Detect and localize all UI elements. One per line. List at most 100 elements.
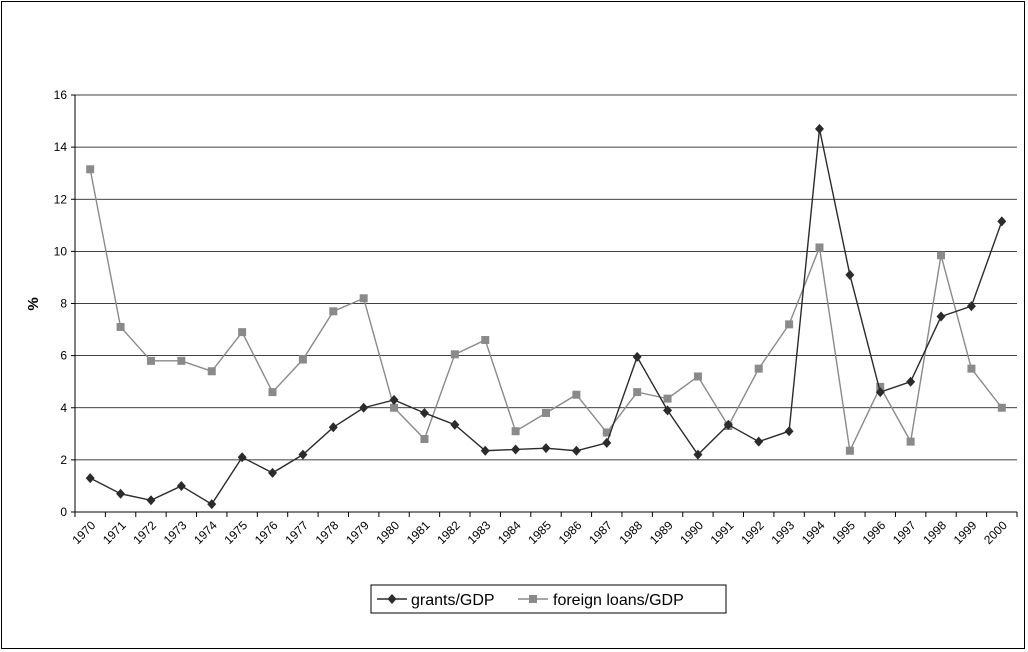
data-point bbox=[906, 437, 915, 446]
x-tick-label: 1991 bbox=[708, 518, 737, 547]
data-point bbox=[723, 419, 733, 430]
y-tick-label: 12 bbox=[54, 192, 68, 206]
x-tick-label: 1983 bbox=[465, 518, 494, 547]
y-tick-label: 14 bbox=[54, 140, 68, 154]
data-point bbox=[298, 449, 308, 460]
data-point bbox=[116, 488, 126, 499]
legend-box bbox=[370, 584, 727, 614]
data-point bbox=[85, 473, 95, 484]
x-tick-label: 1979 bbox=[343, 518, 372, 547]
data-point bbox=[663, 405, 673, 416]
data-point bbox=[571, 445, 581, 456]
axes bbox=[71, 94, 1018, 517]
data-point bbox=[542, 408, 550, 417]
data-point bbox=[176, 480, 186, 491]
data-point bbox=[146, 356, 155, 365]
x-tick-label: 1986 bbox=[556, 518, 585, 547]
y-tick-label: 10 bbox=[54, 244, 68, 258]
data-point bbox=[997, 216, 1007, 227]
data-point bbox=[238, 328, 247, 337]
data-point bbox=[845, 446, 854, 455]
data-point bbox=[602, 437, 612, 448]
x-tick-label: 1996 bbox=[860, 518, 889, 547]
data-point bbox=[268, 388, 277, 397]
data-point bbox=[207, 499, 217, 510]
x-tick-label: 2000 bbox=[981, 518, 1010, 547]
data-point bbox=[298, 355, 307, 364]
legend-marker bbox=[529, 595, 537, 603]
x-tick-label: 1995 bbox=[829, 518, 858, 547]
x-tick-labels: 1970 1971 1972 1973 1974 1975 1976 1977 1978 1979… bbox=[70, 518, 1011, 547]
data-point bbox=[937, 251, 946, 260]
x-tick-label: 1973 bbox=[161, 518, 190, 547]
data-point bbox=[359, 294, 368, 303]
data-point bbox=[997, 403, 1006, 412]
legend-marker bbox=[387, 594, 397, 604]
data-point bbox=[450, 419, 460, 430]
x-tick-label: 1998 bbox=[920, 518, 949, 547]
data-point bbox=[693, 449, 703, 460]
data-point bbox=[663, 394, 672, 403]
data-point bbox=[785, 320, 794, 329]
y-tick-label: 8 bbox=[60, 297, 67, 311]
data-point bbox=[966, 301, 976, 312]
x-tick-label: 1992 bbox=[738, 518, 767, 547]
data-point bbox=[237, 452, 247, 463]
data-point bbox=[845, 269, 855, 280]
x-tick-label: 1997 bbox=[890, 518, 919, 547]
y-tick-label: 6 bbox=[60, 349, 67, 363]
x-tick-label: 1994 bbox=[799, 518, 828, 547]
x-tick-label: 1981 bbox=[404, 518, 433, 547]
data-point bbox=[511, 444, 521, 455]
data-point bbox=[177, 356, 186, 365]
legend-label: grants/GDP bbox=[411, 592, 495, 609]
data-point bbox=[207, 367, 216, 376]
x-tick-label: 1999 bbox=[951, 518, 980, 547]
data-point bbox=[146, 495, 156, 506]
data-point bbox=[389, 394, 399, 405]
x-tick-label: 1974 bbox=[191, 518, 220, 547]
x-tick-label: 1978 bbox=[313, 518, 342, 547]
data-point bbox=[419, 407, 429, 418]
x-tick-label: 1989 bbox=[647, 518, 676, 547]
x-tick-label: 1972 bbox=[130, 518, 159, 547]
x-tick-label: 1980 bbox=[373, 518, 402, 547]
x-tick-label: 1988 bbox=[617, 518, 646, 547]
x-tick-label: 1984 bbox=[495, 518, 524, 547]
data-point bbox=[602, 428, 611, 437]
data-point bbox=[784, 426, 794, 437]
data-point bbox=[86, 165, 95, 174]
data-point bbox=[328, 422, 338, 433]
legend: grants/GDP foreign loans/GDP bbox=[370, 584, 727, 614]
y-tick-label: 4 bbox=[60, 401, 67, 415]
data-point bbox=[875, 387, 885, 398]
data-point bbox=[876, 382, 885, 391]
data-point bbox=[633, 388, 642, 397]
data-point bbox=[116, 322, 125, 331]
data-point bbox=[511, 427, 520, 436]
gridlines bbox=[75, 94, 1017, 461]
data-point bbox=[754, 436, 764, 447]
x-tick-label: 1970 bbox=[70, 518, 99, 547]
x-tick-label: 1993 bbox=[768, 518, 797, 547]
x-tick-label: 1987 bbox=[586, 518, 615, 547]
series-grants bbox=[85, 123, 1007, 510]
data-point bbox=[754, 364, 763, 373]
data-point bbox=[967, 364, 976, 373]
x-tick-label: 1982 bbox=[434, 518, 463, 547]
data-point bbox=[359, 402, 369, 413]
x-tick-label: 1977 bbox=[282, 518, 311, 547]
x-tick-label: 1990 bbox=[677, 518, 706, 547]
data-point bbox=[815, 243, 824, 252]
y-tick-label: 16 bbox=[54, 88, 68, 102]
data-point bbox=[814, 123, 824, 134]
y-axis-label: % bbox=[25, 297, 42, 310]
data-point bbox=[572, 390, 581, 399]
data-point bbox=[420, 435, 429, 444]
x-tick-label: 1985 bbox=[525, 518, 554, 547]
data-point bbox=[390, 403, 399, 412]
data-point bbox=[936, 311, 946, 322]
series-line bbox=[89, 169, 1003, 454]
